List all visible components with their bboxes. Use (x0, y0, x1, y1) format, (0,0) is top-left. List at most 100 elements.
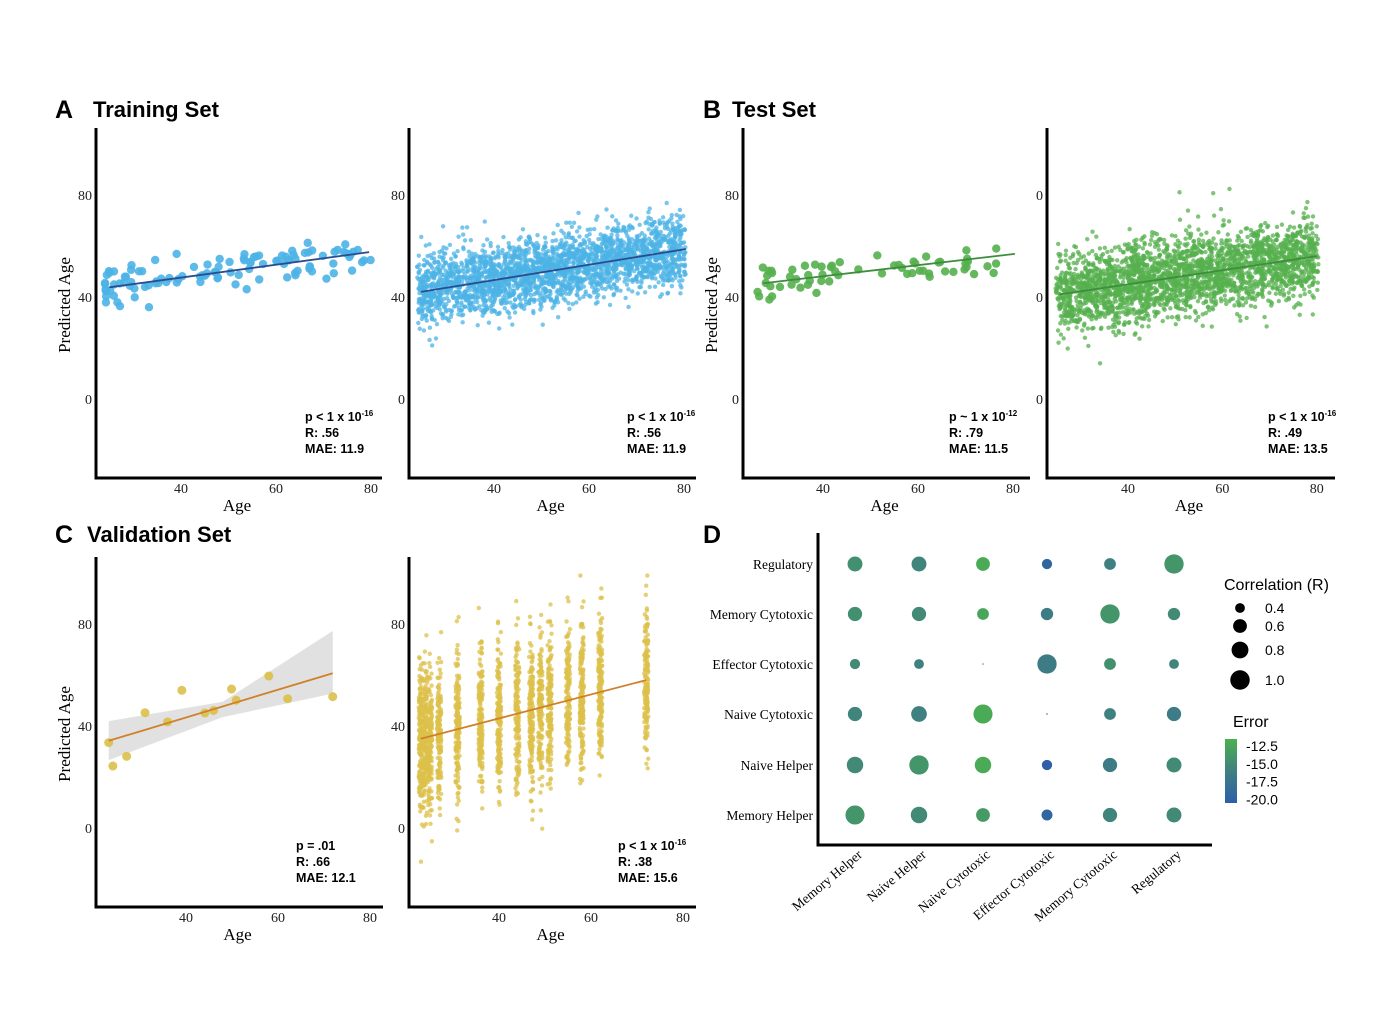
data-point (1240, 251, 1245, 256)
data-point (660, 215, 666, 220)
data-point (560, 251, 566, 256)
data-point (1211, 190, 1216, 196)
data-point (1152, 309, 1157, 314)
data-point (1277, 291, 1283, 296)
data-point (1082, 321, 1087, 326)
data-point (1140, 246, 1146, 251)
data-point (659, 292, 665, 297)
data-point (1211, 236, 1216, 241)
data-point (499, 271, 504, 276)
data-point (475, 323, 480, 328)
data-point (540, 296, 545, 301)
data-point (1210, 307, 1216, 312)
x-tick-label: 40 (174, 482, 188, 497)
data-point (1151, 296, 1157, 301)
data-point (639, 280, 644, 285)
data-point (559, 228, 564, 234)
data-point (546, 282, 552, 287)
data-point (669, 212, 675, 218)
data-point (1305, 199, 1310, 205)
data-point (150, 255, 160, 265)
data-point (1305, 269, 1310, 274)
data-point (1160, 318, 1165, 324)
y-axis-label: Predicted Age (55, 257, 74, 353)
data-point (621, 227, 626, 233)
data-point (607, 302, 613, 308)
data-point (466, 288, 472, 293)
data-point (460, 232, 466, 237)
data-point (531, 299, 537, 304)
points (414, 200, 688, 348)
data-point (480, 284, 485, 289)
data-point (291, 271, 300, 280)
data-point (549, 271, 555, 276)
data-point (586, 293, 592, 298)
data-point (1110, 317, 1116, 322)
data-point (172, 249, 181, 259)
data-point (1179, 250, 1185, 255)
data-point (569, 270, 574, 275)
data-point (1204, 282, 1209, 287)
data-point (1056, 340, 1061, 345)
data-point (329, 259, 338, 268)
data-point (1200, 238, 1206, 244)
data-point (682, 272, 687, 278)
data-point (440, 224, 446, 229)
data-point (527, 278, 533, 283)
data-point (559, 256, 564, 261)
data-point (330, 247, 339, 257)
data-point (427, 242, 432, 247)
data-point (459, 275, 464, 280)
r-value: R: .56 (627, 426, 661, 440)
mae-value: MAE: 11.5 (949, 442, 1008, 456)
data-point (1219, 299, 1224, 304)
data-point (430, 265, 435, 271)
data-point (570, 253, 576, 258)
data-point (591, 290, 597, 295)
data-point (1285, 227, 1291, 233)
data-point (1284, 233, 1289, 238)
data-point (678, 291, 683, 296)
data-point (567, 306, 572, 312)
data-point (1294, 248, 1299, 254)
data-point (921, 252, 931, 261)
data-point (590, 251, 595, 256)
data-point (1147, 242, 1153, 247)
data-point (518, 268, 524, 274)
data-point (329, 269, 339, 278)
data-point (481, 302, 486, 308)
data-point (483, 275, 488, 281)
data-point (419, 234, 424, 240)
data-point (1234, 311, 1240, 317)
data-point (669, 262, 674, 267)
data-point (242, 285, 251, 294)
data-point (472, 266, 477, 271)
data-point (300, 248, 310, 258)
data-point (497, 326, 502, 331)
x-axis-label: Age (870, 496, 898, 515)
data-point (556, 291, 561, 296)
data-point (567, 291, 572, 297)
data-point (472, 307, 478, 312)
data-point (427, 337, 432, 343)
data-point (546, 254, 552, 259)
data-point (681, 252, 686, 257)
data-point (587, 246, 593, 252)
regression-line (109, 251, 370, 289)
data-point (157, 274, 166, 283)
data-point (635, 240, 640, 245)
data-point (1195, 268, 1200, 274)
data-point (1315, 237, 1321, 242)
data-point (101, 285, 110, 294)
data-point (539, 275, 545, 280)
data-point (470, 295, 476, 300)
data-point (989, 268, 998, 278)
data-point (557, 244, 562, 249)
data-point (558, 259, 563, 265)
data-point (810, 260, 820, 269)
data-point (454, 299, 460, 305)
data-point (1279, 250, 1285, 255)
data-point (506, 251, 511, 256)
data-point (449, 261, 454, 267)
